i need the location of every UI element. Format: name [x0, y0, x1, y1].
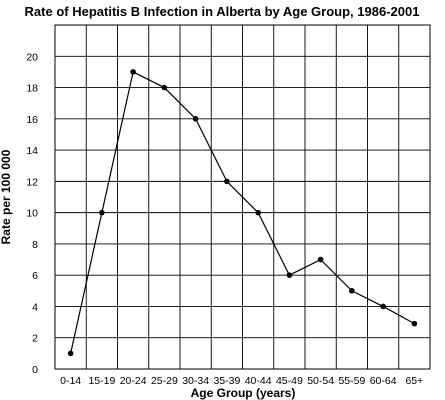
y-tick-label: 18	[26, 83, 38, 95]
y-tick-label: 4	[32, 301, 38, 313]
x-tick-label: 30-34	[182, 375, 209, 387]
y-axis-label: Rate per 100 000	[0, 149, 13, 244]
y-tick-label: 6	[32, 270, 38, 282]
data-point	[67, 350, 74, 357]
y-tick-label: 16	[26, 114, 38, 126]
data-point	[130, 69, 136, 75]
plot-area: 0 2 4 6 8 10 12 14 16 18 20 0-14 15-19 20-24 25-29 30-3…	[26, 24, 431, 387]
data-point	[349, 288, 355, 294]
x-tick-label: 40-44	[245, 375, 272, 387]
data-point	[286, 272, 293, 278]
data-point	[161, 84, 168, 91]
data-point	[317, 256, 324, 263]
y-tick-label: 10	[26, 208, 38, 220]
x-tick-label: 60-64	[370, 375, 397, 387]
x-tick-label: 65+	[405, 375, 423, 387]
y-tick-label: 20	[26, 51, 38, 63]
data-point	[411, 320, 418, 327]
x-tick-label: 50-54	[307, 375, 334, 387]
y-tick-label: 0	[32, 364, 38, 376]
y-tick-label: 2	[32, 333, 38, 345]
x-tick-label: 55-59	[338, 375, 365, 387]
x-tick-label: 25-29	[151, 375, 178, 387]
data-point	[255, 209, 261, 216]
x-tick-label: 45-49	[276, 375, 303, 387]
x-tick-label: 35-39	[213, 375, 240, 387]
data-point	[99, 209, 105, 216]
y-tick-label: 14	[26, 145, 38, 157]
series-line	[70, 71, 415, 354]
x-axis-label: Age Group (years)	[191, 386, 296, 400]
x-tick-label: 15-19	[88, 375, 115, 387]
x-tick-label: 0-14	[60, 375, 81, 387]
data-point	[224, 178, 230, 185]
x-tick-label: 20-24	[120, 375, 147, 387]
y-tick-label: 12	[26, 176, 38, 188]
chart-title: Rate of Hepatitis B Infection in Alberta…	[25, 4, 420, 19]
data-point	[380, 303, 386, 310]
data-point	[192, 116, 199, 122]
y-tick-label: 8	[32, 239, 38, 251]
